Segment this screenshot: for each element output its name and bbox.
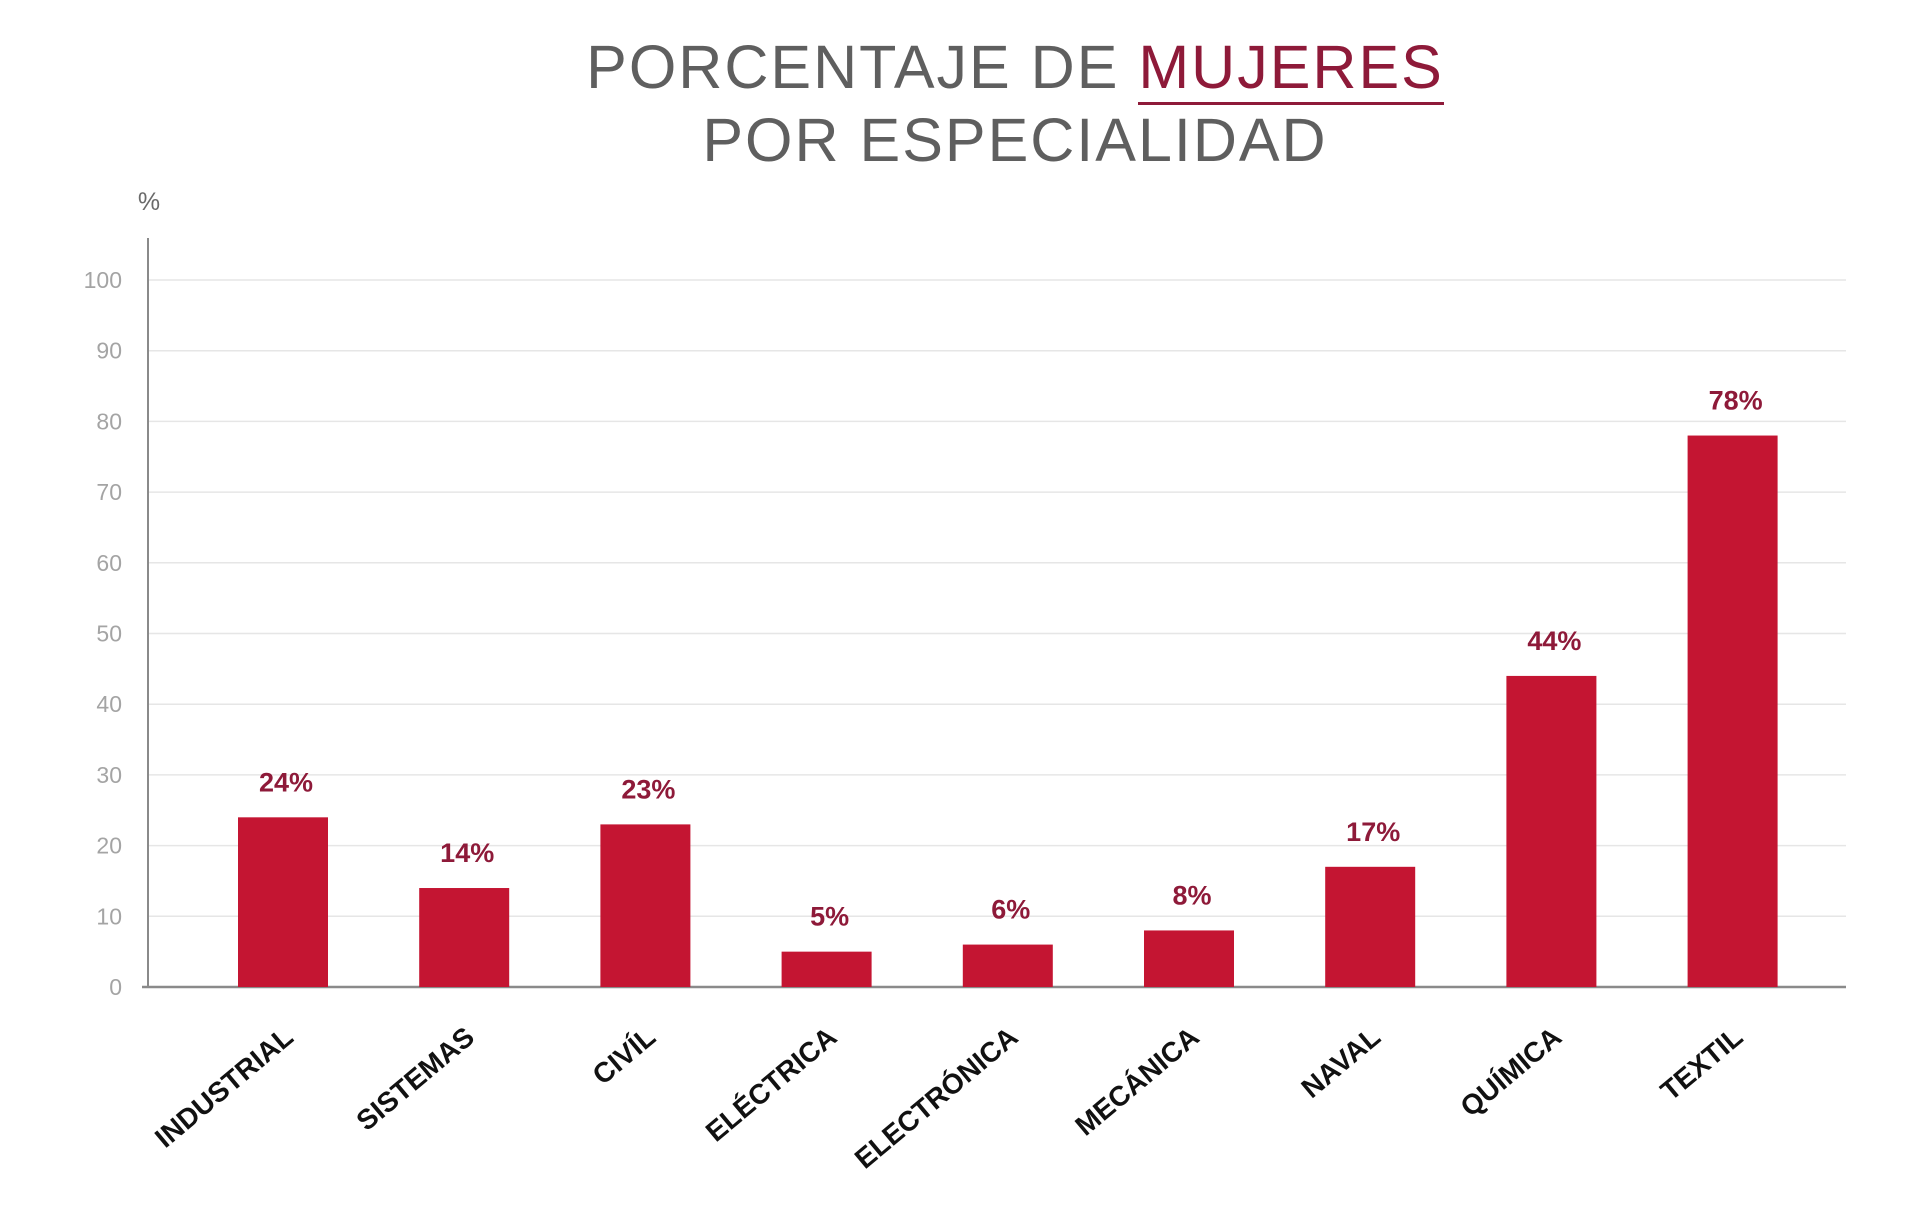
bar-7 (1506, 675, 1597, 987)
y-tick-label-80: 80 (96, 408, 122, 434)
y-tick-label-70: 70 (96, 479, 122, 505)
bars (238, 435, 1778, 987)
bar-value-label-8: 78% (1709, 386, 1763, 416)
y-tick-label-10: 10 (96, 903, 122, 929)
chart-title-line-1: PORCENTAJE DE MUJERES (0, 33, 1920, 105)
chart-title-line-2: POR ESPECIALIDAD (702, 106, 1328, 174)
bar-2 (600, 824, 691, 987)
bar-value-label-6: 17% (1346, 817, 1400, 847)
y-axis-unit-label: % (138, 188, 160, 216)
y-tick-label-90: 90 (96, 338, 122, 364)
bar-value-label-1: 14% (440, 838, 494, 868)
y-tick-label-0: 0 (109, 974, 122, 1000)
bar-value-label-2: 23% (621, 774, 675, 804)
y-tick-label-20: 20 (96, 833, 122, 859)
chart-title-prefix: PORCENTAJE DE (586, 33, 1139, 101)
x-tick-label-2: CIVÍL (587, 1021, 662, 1091)
x-tick-label-4: ELECTRÓNICA (849, 1021, 1024, 1175)
bar-3 (781, 951, 872, 987)
bar-0 (238, 817, 328, 987)
y-tick-label-60: 60 (96, 550, 122, 576)
x-tick-label-1: SISTEMAS (350, 1021, 480, 1137)
y-tick-label-50: 50 (96, 621, 122, 647)
bar-value-label-5: 8% (1172, 880, 1211, 910)
x-tick-label-7: QUÍMICA (1454, 1021, 1567, 1123)
x-tick-label-5: MECÁNICA (1069, 1021, 1205, 1142)
chart-title-accent: MUJERES (1138, 33, 1444, 105)
bar-6 (1325, 866, 1416, 987)
x-tick-label-3: ELÉCTRICA (700, 1021, 843, 1148)
bar-8 (1687, 435, 1778, 987)
x-tick-label-6: NAVAL (1295, 1021, 1386, 1104)
bar-1 (419, 888, 510, 987)
bar-4 (962, 944, 1053, 987)
bar-5 (1144, 930, 1234, 987)
y-tick-label-30: 30 (96, 762, 122, 788)
y-tick-label-100: 100 (84, 267, 122, 293)
x-tick-label-0: INDUSTRIAL (149, 1021, 299, 1154)
bar-value-label-7: 44% (1527, 626, 1581, 656)
y-tick-label-40: 40 (96, 691, 122, 717)
x-tick-label-8: TEXTIL (1655, 1021, 1749, 1107)
bar-value-label-3: 5% (810, 902, 849, 932)
bar-value-label-4: 6% (991, 895, 1030, 925)
bar-value-label-0: 24% (259, 767, 313, 797)
